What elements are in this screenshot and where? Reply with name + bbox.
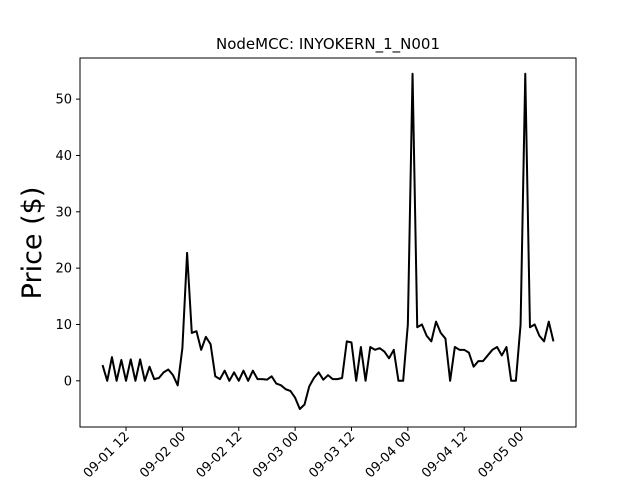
x-tick-label: 09-03 00: [250, 429, 302, 480]
y-tick-label: 50: [55, 93, 72, 108]
x-tick-label: 09-02 00: [137, 429, 189, 480]
y-tick-label: 10: [55, 318, 72, 333]
y-tick-label: 30: [55, 205, 72, 220]
x-tick-label: 09-03 12: [306, 429, 358, 480]
x-tick-label: 09-04 12: [419, 429, 471, 480]
x-tick-label: 09-01 12: [81, 429, 133, 480]
x-tick-label: 09-02 12: [194, 429, 246, 480]
x-tick-label: 09-05 00: [475, 429, 527, 480]
chart-title: NodeMCC: INYOKERN_1_N001: [216, 35, 440, 54]
y-axis-label: Price ($): [17, 187, 48, 300]
price-line: [101, 72, 555, 410]
y-tick-label: 0: [64, 374, 72, 389]
y-tick-label: 20: [55, 262, 72, 277]
x-tick-label: 09-04 00: [363, 429, 415, 480]
y-tick-label: 40: [55, 149, 72, 164]
plot-frame: [79, 57, 577, 428]
